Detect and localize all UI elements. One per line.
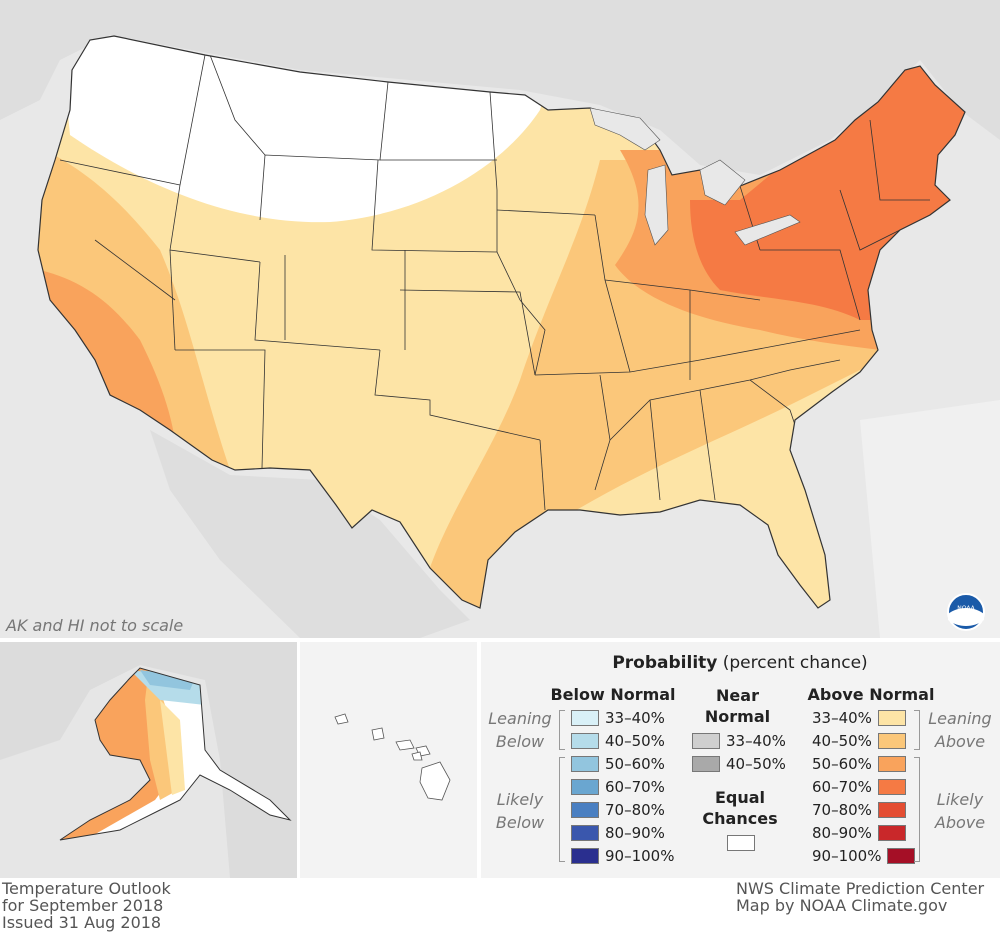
above-legend-row: 80–90% <box>812 823 906 843</box>
near-legend-row: 33–40% <box>692 731 786 751</box>
above-label: 90–100% <box>812 847 882 865</box>
below-legend-row: 80–90% <box>571 823 665 843</box>
leaning-above-label: Leaning Above <box>922 707 998 753</box>
below-legend-row: 70–80% <box>571 800 665 820</box>
below-swatch <box>571 825 599 841</box>
below-legend-row: 33–40% <box>571 708 665 728</box>
below-label: 50–60% <box>605 755 665 773</box>
above-legend-row: 90–100% <box>812 846 916 866</box>
below-legend-row: 50–60% <box>571 754 665 774</box>
noaa-logo-text: NOAA <box>957 605 975 612</box>
below-swatch <box>571 710 599 726</box>
above-legend-row: 50–60% <box>812 754 906 774</box>
below-label: 60–70% <box>605 778 665 796</box>
above-swatch <box>877 733 906 749</box>
map-title: Temperature Outlook <box>2 879 171 898</box>
leaning-below-label: Leaning Below <box>484 707 556 753</box>
equal-chances-2: Chances <box>702 809 778 828</box>
above-legend-row: 33–40% <box>812 708 906 728</box>
below-label: 70–80% <box>605 801 665 819</box>
legend-title-bold: Probability <box>612 653 718 673</box>
near-heading-2: Normal <box>704 707 771 726</box>
near-swatch <box>692 756 720 772</box>
below-label: 90–100% <box>605 847 675 865</box>
above-swatch <box>887 848 916 864</box>
above-normal-heading: Above Normal <box>807 685 935 704</box>
leaning-below-2: Below <box>495 732 545 751</box>
above-swatch <box>877 779 906 795</box>
above-label: 70–80% <box>812 801 872 819</box>
map-subtitle: for September 2018 <box>2 896 164 915</box>
above-swatch <box>877 756 906 772</box>
credits-block: NWS Climate Prediction Center Map by NOA… <box>736 880 984 914</box>
likely-above-1: Likely <box>936 790 984 809</box>
near-label: 40–50% <box>726 755 786 773</box>
above-swatch <box>877 710 906 726</box>
below-legend-row: 40–50% <box>571 731 665 751</box>
below-legend-row: 60–70% <box>571 777 665 797</box>
near-swatch <box>692 733 720 749</box>
near-normal-heading: Near Normal <box>690 685 785 727</box>
scale-note: AK and HI not to scale <box>6 616 184 635</box>
below-swatch <box>571 756 599 772</box>
below-swatch <box>571 802 599 818</box>
below-legend-row: 90–100% <box>571 846 674 866</box>
below-swatch <box>571 779 599 795</box>
above-label: 40–50% <box>812 732 872 750</box>
legend-title: Probability (percent chance) <box>480 653 1000 673</box>
above-swatch <box>877 802 906 818</box>
equal-chances-swatch <box>727 835 755 851</box>
below-normal-heading: Below Normal <box>550 685 676 704</box>
equal-chances-1: Equal <box>714 788 766 807</box>
likely-above-label: Likely Above <box>922 788 998 834</box>
above-legend-row: 70–80% <box>812 800 906 820</box>
above-swatch <box>877 825 906 841</box>
above-label: 50–60% <box>812 755 872 773</box>
below-label: 40–50% <box>605 732 665 750</box>
issued-date: Issued 31 Aug 2018 <box>2 913 162 932</box>
above-label: 60–70% <box>812 778 872 796</box>
legend-title-rest: (percent chance) <box>717 653 868 673</box>
equal-chances-heading: Equal Chances <box>690 787 790 829</box>
near-label: 33–40% <box>726 732 786 750</box>
near-heading-1: Near <box>716 686 759 705</box>
credit-climate-gov: Map by NOAA Climate.gov <box>736 896 948 915</box>
below-label: 80–90% <box>605 824 665 842</box>
likely-below-label: Likely Below <box>484 788 556 834</box>
leaning-above-1: Leaning <box>928 709 992 728</box>
below-swatch <box>571 848 599 864</box>
above-legend-row: 40–50% <box>812 731 906 751</box>
likely-above-2: Above <box>934 813 986 832</box>
above-label: 33–40% <box>812 709 872 727</box>
near-legend-row: 40–50% <box>692 754 786 774</box>
below-swatch <box>571 733 599 749</box>
likely-below-2: Below <box>495 813 545 832</box>
map-title-block: Temperature Outlook for September 2018 I… <box>2 880 171 931</box>
leaning-above-2: Above <box>934 732 986 751</box>
leaning-below-bracket <box>559 710 565 750</box>
likely-above-bracket <box>914 757 920 862</box>
above-legend-row: 60–70% <box>812 777 906 797</box>
above-label: 80–90% <box>812 824 872 842</box>
credit-cpc: NWS Climate Prediction Center <box>736 879 985 898</box>
leaning-above-bracket <box>914 710 920 750</box>
below-label: 33–40% <box>605 709 665 727</box>
likely-below-bracket <box>559 757 565 862</box>
likely-below-1: Likely <box>496 790 544 809</box>
leaning-below-1: Leaning <box>488 709 552 728</box>
